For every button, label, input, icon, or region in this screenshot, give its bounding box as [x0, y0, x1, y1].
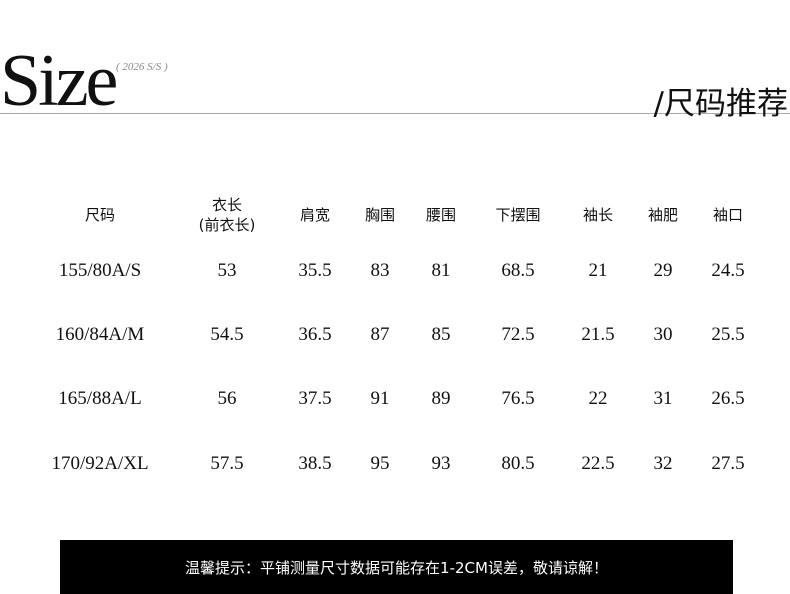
measurement-cell: 68.5 [501, 260, 535, 281]
column-header: 袖肥 [647, 206, 679, 224]
measurement-cell: 53 [217, 260, 237, 281]
column-header: 衣长 (前衣长) [198, 196, 256, 234]
measurement-cell: 81 [431, 260, 451, 281]
measurement-cell: 25.5 [711, 324, 745, 345]
measurement-cell: 93 [431, 453, 451, 474]
measurement-cell: 26.5 [711, 388, 745, 409]
measurement-cell: 29 [653, 260, 673, 281]
measurement-cell: 95 [370, 453, 390, 474]
column-header: 尺码 [84, 206, 116, 224]
measurement-cell: 31 [653, 388, 673, 409]
column-header: 腰围 [425, 206, 457, 224]
column-header: 下摆围 [495, 206, 541, 224]
column-header: 袖口 [712, 206, 744, 224]
measurement-cell: 76.5 [501, 388, 535, 409]
season-label: ( 2026 S/S ) [116, 61, 168, 73]
notice-text: 温馨提示：平铺测量尺寸数据可能存在1-2CM误差，敬请谅解！ [185, 558, 608, 577]
measurement-cell: 30 [653, 324, 673, 345]
size-logo: Size [0, 40, 118, 122]
measurement-cell: 83 [370, 260, 390, 281]
column-header: 肩宽 [299, 206, 331, 224]
measurement-cell: 35.5 [298, 260, 332, 281]
measurement-cell: 89 [431, 388, 451, 409]
measurement-cell: 36.5 [298, 324, 332, 345]
measurement-cell: 80.5 [501, 453, 535, 474]
measurement-cell: 22 [588, 388, 608, 409]
measurement-cell: 24.5 [711, 260, 745, 281]
measurement-cell: 56 [217, 388, 237, 409]
measurement-cell: 91 [370, 388, 390, 409]
measurement-cell: 54.5 [210, 324, 244, 345]
size-label: 165/88A/L [58, 388, 142, 409]
page-title: /尺码推荐 [653, 86, 788, 122]
size-label: 170/92A/XL [51, 453, 149, 474]
measurement-cell: 27.5 [711, 453, 745, 474]
measurement-cell: 85 [431, 324, 451, 345]
measurement-cell: 21 [588, 260, 608, 281]
notice-banner: 温馨提示：平铺测量尺寸数据可能存在1-2CM误差，敬请谅解！ [60, 540, 733, 594]
measurement-cell: 37.5 [298, 388, 332, 409]
measurement-cell: 32 [653, 453, 673, 474]
measurement-cell: 21.5 [581, 324, 615, 345]
header-divider [0, 113, 790, 114]
size-label: 155/80A/S [58, 260, 142, 281]
measurement-cell: 57.5 [210, 453, 244, 474]
measurement-cell: 22.5 [581, 453, 615, 474]
measurement-cell: 87 [370, 324, 390, 345]
measurement-cell: 72.5 [501, 324, 535, 345]
column-header: 胸围 [364, 206, 396, 224]
size-label: 160/84A/M [55, 324, 145, 345]
column-header: 袖长 [582, 206, 614, 224]
measurement-cell: 38.5 [298, 453, 332, 474]
